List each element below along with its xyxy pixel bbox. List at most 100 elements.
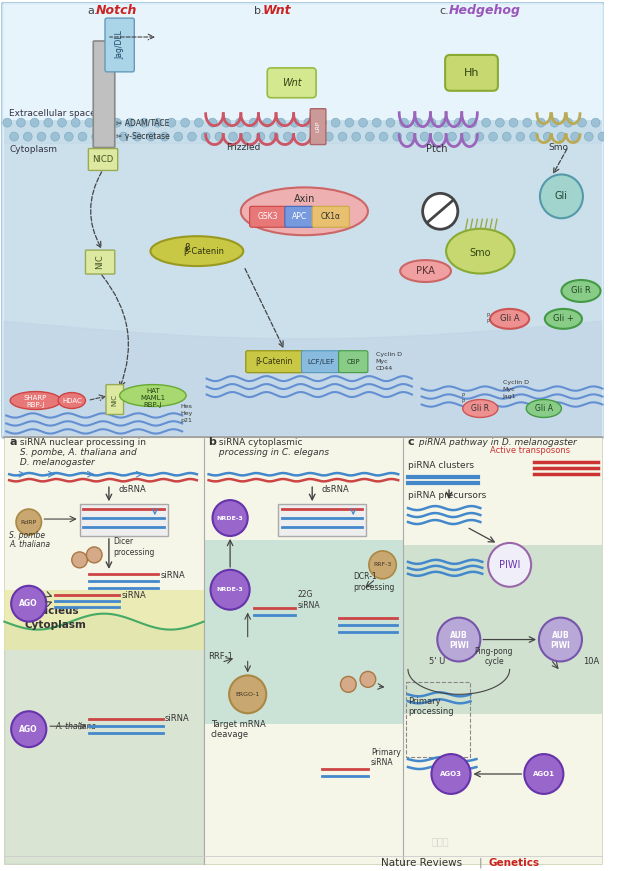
Text: PIWI: PIWI bbox=[499, 560, 520, 570]
Circle shape bbox=[431, 754, 471, 794]
Circle shape bbox=[502, 132, 511, 141]
Text: S. pombe: S. pombe bbox=[9, 531, 45, 540]
Circle shape bbox=[11, 586, 46, 622]
Text: Hes: Hes bbox=[180, 404, 192, 409]
Polygon shape bbox=[4, 321, 602, 436]
Circle shape bbox=[304, 118, 313, 127]
Text: RdRP: RdRP bbox=[21, 519, 37, 524]
Circle shape bbox=[427, 118, 436, 127]
Text: dsRNA: dsRNA bbox=[322, 485, 350, 494]
Text: a.: a. bbox=[88, 6, 98, 16]
Circle shape bbox=[174, 132, 183, 141]
Text: siRNA nuclear processing in: siRNA nuclear processing in bbox=[17, 438, 146, 448]
Text: 5' U: 5' U bbox=[429, 658, 445, 666]
FancyBboxPatch shape bbox=[250, 206, 287, 227]
FancyBboxPatch shape bbox=[105, 18, 135, 72]
Text: Gli A: Gli A bbox=[535, 404, 553, 413]
Text: MAML1: MAML1 bbox=[140, 395, 165, 401]
Text: RBP-J: RBP-J bbox=[27, 402, 45, 408]
Circle shape bbox=[564, 118, 573, 127]
Circle shape bbox=[345, 118, 354, 127]
Circle shape bbox=[30, 118, 39, 127]
Circle shape bbox=[584, 132, 593, 141]
Text: S. pombe, A. thaliana and: S. pombe, A. thaliana and bbox=[17, 449, 137, 457]
Text: PIWI: PIWI bbox=[449, 641, 469, 650]
Circle shape bbox=[106, 132, 114, 141]
Text: HDAC: HDAC bbox=[62, 397, 81, 403]
FancyBboxPatch shape bbox=[93, 41, 115, 147]
FancyBboxPatch shape bbox=[445, 55, 498, 91]
Text: b: b bbox=[209, 437, 217, 448]
Circle shape bbox=[92, 132, 101, 141]
Circle shape bbox=[133, 132, 142, 141]
Text: Gli A: Gli A bbox=[500, 314, 520, 323]
Circle shape bbox=[365, 132, 375, 141]
Circle shape bbox=[167, 118, 176, 127]
Circle shape bbox=[331, 118, 340, 127]
Circle shape bbox=[468, 118, 477, 127]
Text: ✂ ADAM/TACE: ✂ ADAM/TACE bbox=[116, 118, 169, 127]
Text: Hey: Hey bbox=[180, 411, 193, 416]
Bar bbox=[80, 504, 168, 536]
Text: 22G
siRNA: 22G siRNA bbox=[297, 591, 320, 610]
Circle shape bbox=[571, 132, 579, 141]
Circle shape bbox=[400, 118, 408, 127]
Bar bbox=[204, 437, 403, 864]
Text: NIC: NIC bbox=[112, 394, 118, 406]
Bar bbox=[204, 540, 403, 724]
Circle shape bbox=[393, 132, 402, 141]
Circle shape bbox=[37, 132, 46, 141]
Text: Myc: Myc bbox=[503, 387, 515, 392]
Circle shape bbox=[126, 118, 135, 127]
Circle shape bbox=[270, 132, 278, 141]
Text: siRNA: siRNA bbox=[160, 571, 186, 580]
Circle shape bbox=[524, 754, 563, 794]
Ellipse shape bbox=[545, 309, 582, 329]
Text: D. melanogaster: D. melanogaster bbox=[17, 458, 95, 467]
Text: Primary
processing: Primary processing bbox=[408, 697, 453, 716]
Text: CBP: CBP bbox=[346, 359, 360, 365]
Circle shape bbox=[23, 132, 32, 141]
Circle shape bbox=[360, 672, 376, 687]
Circle shape bbox=[591, 118, 600, 127]
Circle shape bbox=[489, 132, 497, 141]
Text: Notch: Notch bbox=[96, 4, 138, 17]
Circle shape bbox=[210, 570, 250, 610]
Text: 10A: 10A bbox=[583, 658, 599, 666]
Text: Ping-pong
cycle: Ping-pong cycle bbox=[474, 647, 513, 666]
FancyBboxPatch shape bbox=[312, 206, 349, 227]
Circle shape bbox=[352, 132, 360, 141]
Text: dsRNA: dsRNA bbox=[118, 485, 146, 494]
Circle shape bbox=[154, 118, 162, 127]
Circle shape bbox=[475, 132, 484, 141]
Circle shape bbox=[358, 118, 367, 127]
Ellipse shape bbox=[561, 280, 600, 302]
Text: Wnt: Wnt bbox=[282, 78, 302, 88]
Text: NRDE-3: NRDE-3 bbox=[217, 516, 244, 521]
Text: RRF-3: RRF-3 bbox=[373, 563, 392, 567]
FancyBboxPatch shape bbox=[88, 149, 118, 171]
Text: A. thaliana: A. thaliana bbox=[55, 722, 96, 731]
Circle shape bbox=[17, 118, 25, 127]
Text: AGO1: AGO1 bbox=[533, 771, 555, 777]
FancyBboxPatch shape bbox=[106, 385, 123, 415]
Text: Nucleus: Nucleus bbox=[32, 605, 78, 616]
Circle shape bbox=[215, 132, 224, 141]
Bar bbox=[4, 437, 204, 864]
Circle shape bbox=[236, 118, 244, 127]
Ellipse shape bbox=[120, 385, 186, 407]
Text: AGO3: AGO3 bbox=[440, 771, 462, 777]
FancyBboxPatch shape bbox=[285, 206, 314, 227]
Text: Genetics: Genetics bbox=[488, 858, 539, 868]
Circle shape bbox=[51, 132, 60, 141]
Circle shape bbox=[10, 132, 19, 141]
Circle shape bbox=[229, 132, 238, 141]
Circle shape bbox=[44, 118, 52, 127]
Text: Gli R: Gli R bbox=[571, 287, 591, 295]
Circle shape bbox=[16, 509, 41, 535]
Circle shape bbox=[297, 132, 306, 141]
Circle shape bbox=[249, 118, 258, 127]
Circle shape bbox=[276, 118, 285, 127]
Text: p21: p21 bbox=[180, 418, 192, 423]
Circle shape bbox=[550, 118, 559, 127]
